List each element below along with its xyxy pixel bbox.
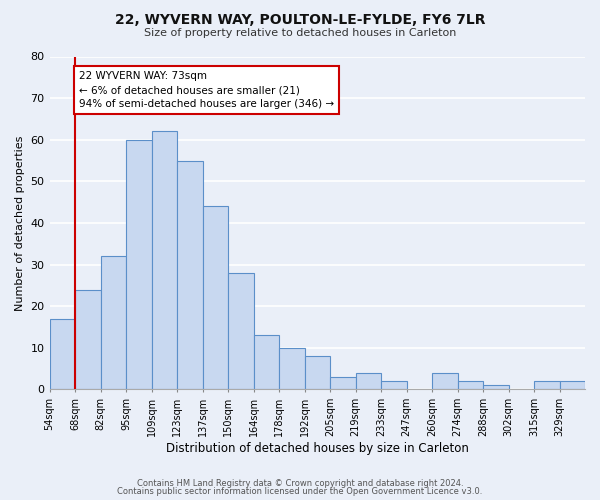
Bar <box>356 373 381 390</box>
Bar <box>560 381 585 390</box>
Bar <box>203 206 228 390</box>
Bar <box>432 373 458 390</box>
Text: Contains public sector information licensed under the Open Government Licence v3: Contains public sector information licen… <box>118 487 482 496</box>
Bar <box>75 290 101 390</box>
Text: Size of property relative to detached houses in Carleton: Size of property relative to detached ho… <box>144 28 456 38</box>
Text: 22, WYVERN WAY, POULTON-LE-FYLDE, FY6 7LR: 22, WYVERN WAY, POULTON-LE-FYLDE, FY6 7L… <box>115 12 485 26</box>
Text: 22 WYVERN WAY: 73sqm
← 6% of detached houses are smaller (21)
94% of semi-detach: 22 WYVERN WAY: 73sqm ← 6% of detached ho… <box>79 71 334 109</box>
Bar <box>177 160 203 390</box>
Bar <box>50 318 75 390</box>
Bar <box>126 140 152 390</box>
Bar <box>228 273 254 390</box>
Bar <box>381 381 407 390</box>
Bar <box>534 381 560 390</box>
Y-axis label: Number of detached properties: Number of detached properties <box>15 136 25 310</box>
Bar <box>330 377 356 390</box>
Bar <box>254 336 279 390</box>
Text: Contains HM Land Registry data © Crown copyright and database right 2024.: Contains HM Land Registry data © Crown c… <box>137 478 463 488</box>
Bar <box>305 356 330 390</box>
Bar <box>458 381 483 390</box>
X-axis label: Distribution of detached houses by size in Carleton: Distribution of detached houses by size … <box>166 442 469 455</box>
Bar <box>101 256 126 390</box>
Bar <box>279 348 305 390</box>
Bar <box>483 386 509 390</box>
Bar <box>152 132 177 390</box>
